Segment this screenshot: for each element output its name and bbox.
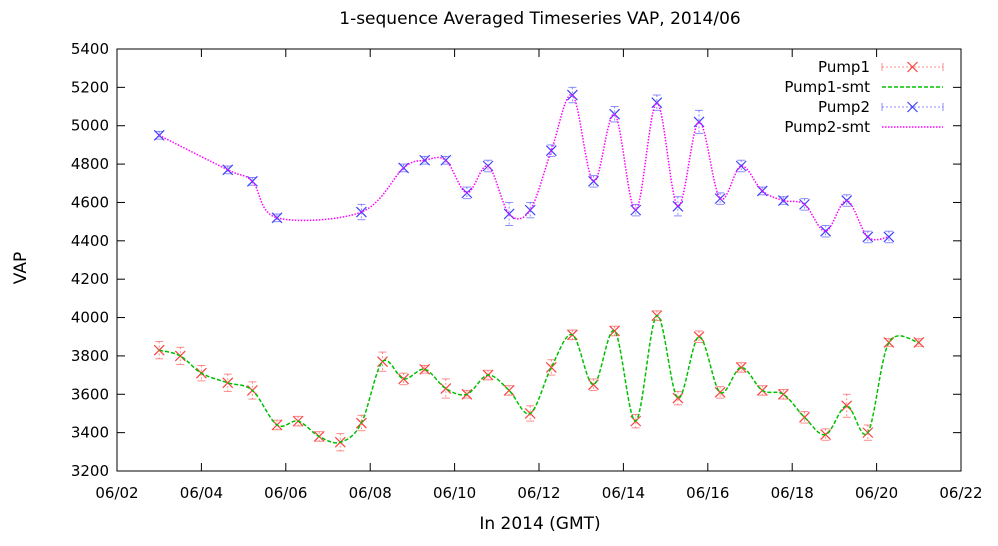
data-point	[651, 97, 663, 109]
point-marker-stroke	[419, 363, 431, 375]
data-point	[588, 175, 599, 187]
x-tick-label: 06/18	[771, 484, 814, 502]
point-marker-stroke	[756, 385, 768, 396]
y-tick-label: 3200	[71, 462, 109, 480]
series-pump1-smt	[159, 314, 919, 444]
x-tick-label: 06/04	[180, 484, 223, 502]
y-tick-label: 4200	[71, 270, 109, 288]
point-marker-stroke	[377, 356, 388, 368]
data-point	[714, 386, 726, 398]
x-tick-label: 06/08	[349, 484, 392, 502]
x-tick-label: 06/20	[855, 484, 898, 502]
point-marker-stroke	[398, 373, 410, 385]
y-tick-label: 3400	[71, 424, 109, 442]
x-tick-label: 06/02	[95, 484, 138, 502]
y-tick-label: 5000	[71, 117, 109, 135]
point-marker-stroke	[246, 175, 258, 187]
point-marker-stroke	[799, 411, 810, 423]
y-tick-label: 4000	[71, 309, 109, 327]
point-marker-stroke	[714, 193, 726, 205]
y-tick-label: 4800	[71, 155, 109, 173]
data-point	[545, 361, 557, 373]
series-layer	[153, 86, 925, 452]
legend-label: Pump2	[818, 98, 870, 116]
smooth-line	[159, 314, 919, 444]
data-point	[714, 193, 726, 205]
x-tick-label: 06/10	[433, 484, 476, 502]
point-marker-stroke	[222, 377, 234, 389]
data-point	[862, 427, 874, 439]
x-tick-label: 06/16	[686, 484, 729, 502]
chart-title: 1-sequence Averaged Timeseries VAP, 2014…	[339, 9, 740, 29]
data-point	[271, 212, 283, 224]
legend-sample-marker	[907, 101, 918, 113]
point-marker-stroke	[714, 386, 726, 398]
x-tick-label: 06/22	[939, 484, 982, 502]
data-point	[419, 363, 431, 375]
legend-label: Pump1-smt	[784, 78, 870, 96]
point-marker-stroke	[693, 331, 705, 343]
point-marker-stroke	[693, 116, 705, 128]
y-tick-label: 3600	[71, 385, 109, 403]
point-marker-stroke	[588, 175, 599, 187]
y-tick-label: 4400	[71, 232, 109, 250]
point-marker-stroke	[862, 427, 874, 439]
series-pump2	[153, 86, 895, 244]
point-marker-stroke	[799, 198, 810, 210]
legend-label: Pump2-smt	[784, 118, 870, 136]
data-point	[440, 383, 452, 394]
point-marker-stroke	[153, 344, 165, 356]
data-point	[222, 377, 234, 389]
y-tick-label: 5400	[71, 40, 109, 58]
y-tick-label: 4600	[71, 193, 109, 211]
point-marker-stroke	[222, 164, 234, 176]
y-tick-label: 3800	[71, 347, 109, 365]
axis-ticks: 3200 3400 3600 3800 4000 4200 4400 4600 4800 5000…	[71, 40, 983, 502]
point-marker-stroke	[756, 185, 768, 197]
point-marker-stroke	[883, 231, 895, 243]
smooth-line	[158, 94, 890, 241]
y-axis-label: VAP	[11, 252, 31, 284]
y-tick-label: 5200	[71, 78, 109, 96]
point-marker-stroke	[419, 154, 431, 166]
data-point	[153, 344, 165, 356]
legend: Pump1 Pump1-smt Pump2 Pump2-smt	[784, 58, 944, 136]
series-pump1	[153, 310, 925, 452]
x-tick-label: 06/12	[517, 484, 560, 502]
data-point	[883, 231, 895, 243]
data-point	[398, 373, 410, 385]
x-tick-label: 06/06	[264, 484, 307, 502]
x-tick-label: 06/14	[602, 484, 645, 502]
point-marker-stroke	[503, 385, 515, 396]
point-marker-stroke	[503, 208, 515, 220]
data-point	[377, 356, 388, 368]
legend-sample-marker	[907, 61, 918, 73]
point-marker-stroke	[271, 212, 283, 224]
legend-label: Pump1	[818, 58, 870, 76]
point-marker-stroke	[440, 383, 452, 394]
point-marker-stroke	[651, 97, 663, 109]
series-pump2-smt	[158, 94, 890, 241]
x-axis-label: In 2014 (GMT)	[479, 514, 600, 534]
data-point	[419, 154, 431, 166]
point-marker-stroke	[545, 361, 557, 373]
data-point	[222, 164, 234, 176]
